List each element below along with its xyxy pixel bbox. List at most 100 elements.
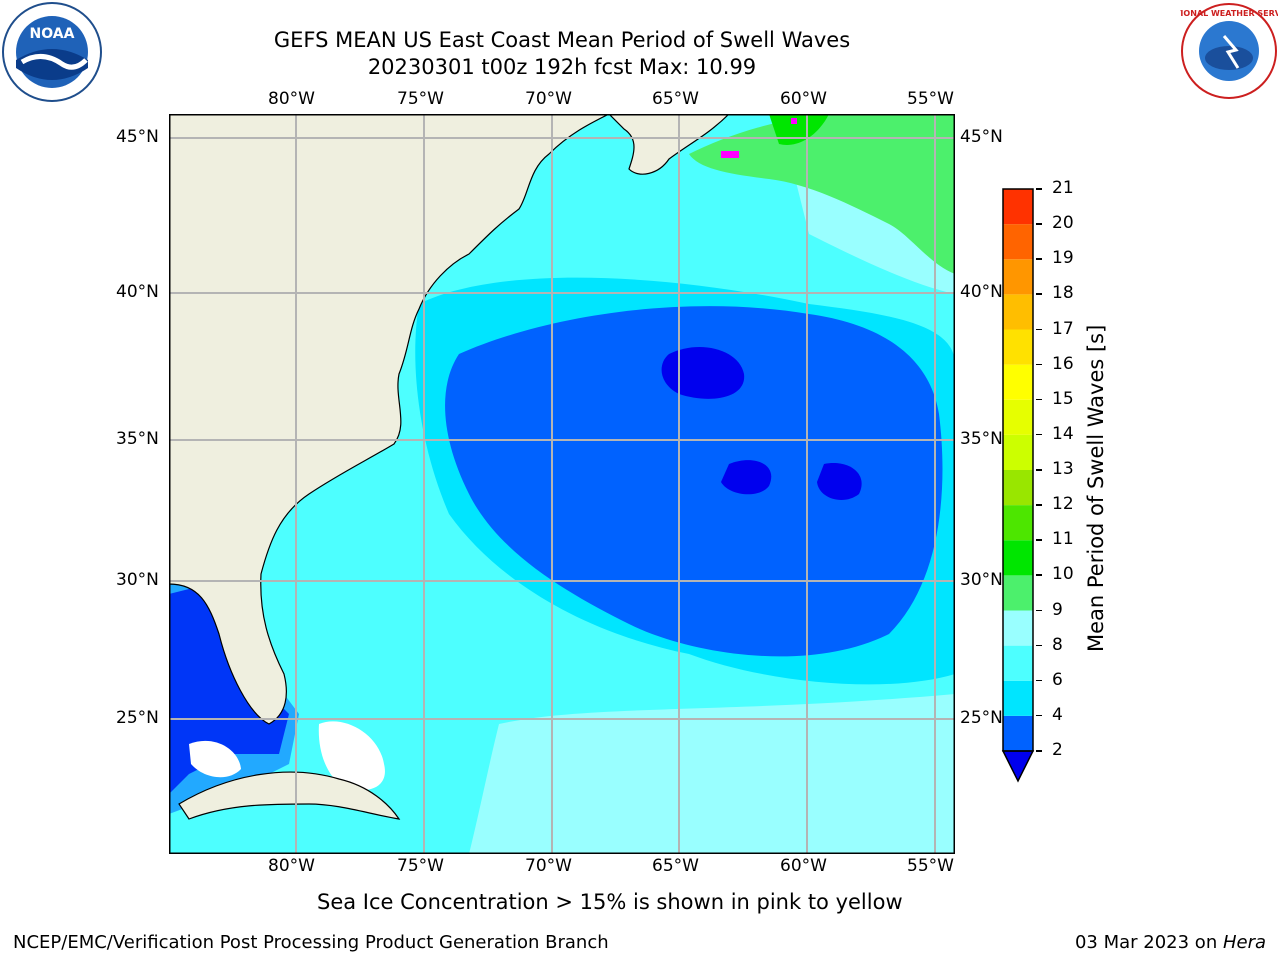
colorbar-tick-label: 10 bbox=[1052, 564, 1074, 585]
noaa-logo: NOAA bbox=[2, 2, 102, 106]
colorbar-tick-label: 12 bbox=[1052, 494, 1074, 515]
nws-logo: NATIONAL WEATHER SERVICE bbox=[1163, 2, 1280, 104]
colorbar-segment bbox=[1003, 540, 1033, 576]
lat-label-right: 45°N bbox=[960, 127, 1003, 147]
bahamas-masked bbox=[318, 721, 385, 791]
colorbar-tick-label: 18 bbox=[1052, 283, 1074, 304]
nws-logo-text: NATIONAL WEATHER SERVICE bbox=[1180, 9, 1278, 18]
swell-band-2-4 bbox=[445, 306, 943, 657]
footer-left: NCEP/EMC/Verification Post Processing Pr… bbox=[13, 932, 609, 953]
colorbar-tick-label: 13 bbox=[1052, 459, 1074, 479]
lon-label-bottom: 60°W bbox=[780, 856, 827, 876]
footer-right: 03 Mar 2023 on Hera bbox=[1075, 932, 1266, 953]
canada-land bbox=[608, 114, 730, 175]
lon-label-bottom: 55°W bbox=[907, 856, 954, 876]
colorbar-segment bbox=[1003, 645, 1033, 681]
colorbar-tick-label: 19 bbox=[1052, 248, 1074, 269]
colorbar-tick-label: 4 bbox=[1052, 704, 1063, 725]
colorbar-tick-label: 2 bbox=[1052, 740, 1063, 760]
colorbar-segment bbox=[1003, 329, 1033, 365]
lon-label-bottom: 80°W bbox=[268, 856, 315, 876]
colorbar-tick-label: 6 bbox=[1052, 669, 1063, 690]
lat-label-left: 35°N bbox=[116, 429, 159, 449]
colorbar-tick-label: 16 bbox=[1052, 353, 1074, 374]
lon-label-top: 75°W bbox=[397, 89, 444, 109]
sea-ice-patch bbox=[721, 151, 739, 158]
colorbar-tick-mark bbox=[1036, 504, 1042, 506]
colorbar-segment bbox=[1003, 189, 1033, 225]
lat-label-right: 25°N bbox=[960, 708, 1003, 728]
lon-label-bottom: 65°W bbox=[652, 856, 699, 876]
lat-label-left: 30°N bbox=[116, 570, 159, 590]
swell-under-2-a bbox=[661, 346, 745, 399]
colorbar-tick-mark bbox=[1036, 539, 1042, 541]
colorbar-tick-mark bbox=[1036, 679, 1042, 682]
lat-label-left: 40°N bbox=[116, 282, 159, 302]
colorbar-tick-label: 21 bbox=[1052, 178, 1074, 198]
colorbar-tick-mark bbox=[1036, 223, 1042, 225]
gulf-masked bbox=[189, 740, 241, 778]
map-area bbox=[169, 114, 955, 854]
footer-host: Hera bbox=[1222, 932, 1266, 953]
colorbar-tick-mark bbox=[1036, 714, 1042, 717]
cuba-land bbox=[178, 771, 401, 820]
swell-under-2-b bbox=[721, 460, 772, 495]
colorbar-segment bbox=[1003, 575, 1033, 611]
lon-label-top: 65°W bbox=[652, 89, 699, 109]
colorbar-tick-mark bbox=[1036, 293, 1042, 295]
colorbar-tick-label: 14 bbox=[1052, 423, 1074, 444]
colorbar-label: Mean Period of Swell Waves [s] bbox=[1084, 324, 1108, 652]
colorbar-segment bbox=[1003, 610, 1033, 646]
colorbar-segment bbox=[1003, 259, 1033, 295]
lon-label-bottom: 70°W bbox=[525, 856, 572, 876]
colorbar-tick-label: 11 bbox=[1052, 529, 1074, 550]
swell-band-9-10 bbox=[689, 114, 955, 274]
colorbar-segment bbox=[1003, 294, 1033, 330]
chart-subtitle: 20230301 t00z 192h fcst Max: 10.99 bbox=[367, 55, 757, 79]
colorbar-segment bbox=[1003, 364, 1033, 400]
colorbar-segment bbox=[1003, 505, 1033, 541]
colorbar-tick-mark bbox=[1036, 363, 1042, 366]
sea-ice-patch-small bbox=[791, 118, 797, 124]
colorbar-tick-label: 8 bbox=[1052, 634, 1063, 655]
colorbar-segment bbox=[1003, 715, 1033, 751]
colorbar-tick-label: 9 bbox=[1052, 599, 1063, 620]
chart-title: GEFS MEAN US East Coast Mean Period of S… bbox=[273, 28, 851, 52]
colorbar-tick-mark bbox=[1036, 469, 1042, 471]
us-east-coast-land bbox=[169, 114, 610, 725]
map-frame bbox=[169, 114, 955, 854]
colorbar-tick-mark bbox=[1036, 609, 1042, 611]
colorbar-segment bbox=[1003, 434, 1033, 470]
lon-label-top: 80°W bbox=[268, 89, 315, 109]
colorbar-tick-mark bbox=[1036, 398, 1042, 401]
map-gridlines bbox=[169, 114, 955, 854]
colorbar-tick-mark bbox=[1036, 750, 1042, 752]
noaa-logo-text: NOAA bbox=[30, 26, 75, 42]
footer-date: 03 Mar 2023 on bbox=[1074, 932, 1223, 953]
lat-label-right: 30°N bbox=[960, 570, 1003, 590]
colorbar-tick-mark bbox=[1036, 574, 1042, 576]
colorbar-segment bbox=[1003, 399, 1033, 435]
lat-label-left: 45°N bbox=[116, 127, 159, 147]
lon-label-top: 70°W bbox=[525, 89, 572, 109]
lon-label-top: 55°W bbox=[907, 89, 954, 109]
colorbar-tick-label: 15 bbox=[1052, 388, 1074, 409]
colorbar-segment bbox=[1003, 224, 1033, 260]
lat-label-left: 25°N bbox=[116, 708, 159, 728]
sea-ice-notice: Sea Ice Concentration > 15% is shown in … bbox=[317, 890, 903, 914]
lat-label-right: 40°N bbox=[960, 282, 1003, 302]
lon-label-bottom: 75°W bbox=[397, 856, 444, 876]
colorbar-tick-mark bbox=[1036, 258, 1042, 260]
colorbar-tick-mark bbox=[1036, 433, 1042, 436]
colorbar-tick-label: 17 bbox=[1052, 318, 1074, 339]
lon-label-top: 60°W bbox=[780, 89, 827, 109]
colorbar-segment bbox=[1003, 470, 1033, 506]
swell-band-8-9 bbox=[469, 694, 955, 854]
colorbar-frame bbox=[1002, 188, 1034, 752]
colorbar bbox=[1001, 188, 1035, 783]
colorbar-tick-label: 20 bbox=[1052, 213, 1074, 234]
colorbar-tick-mark bbox=[1036, 328, 1042, 330]
colorbar-tick-mark bbox=[1036, 644, 1042, 647]
colorbar-tick-mark bbox=[1036, 188, 1042, 190]
swell-under-2-c bbox=[817, 463, 862, 501]
